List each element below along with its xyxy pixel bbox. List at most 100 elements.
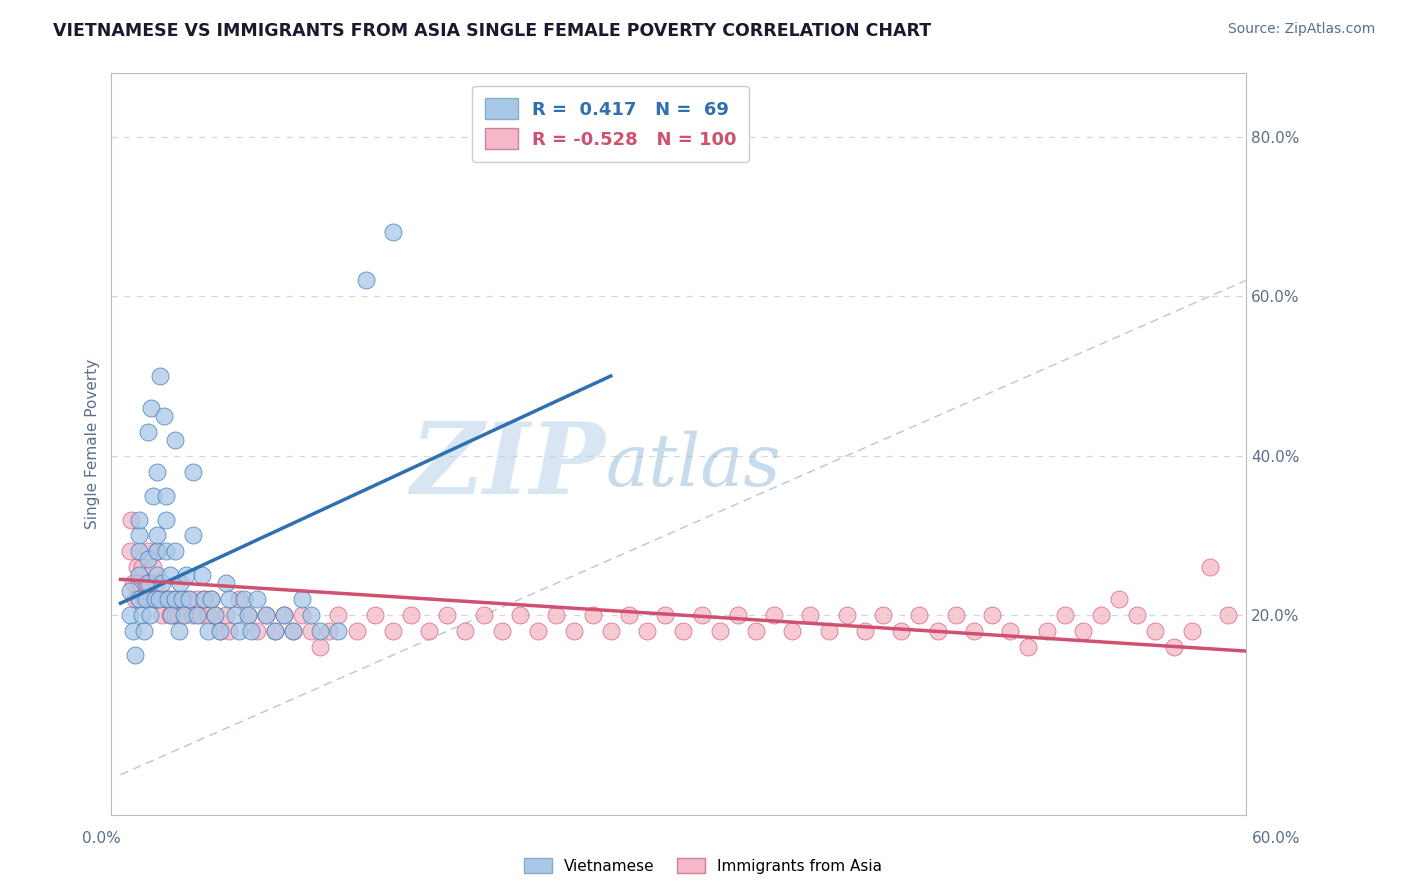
Point: [128, 592, 150, 607]
Point: [782, 624, 804, 639]
Point: [118, 608, 141, 623]
Point: [472, 608, 495, 623]
Point: [173, 608, 195, 623]
Point: [945, 608, 967, 623]
Point: [120, 512, 142, 526]
Point: [159, 568, 181, 582]
Point: [181, 528, 204, 542]
Point: [799, 608, 821, 623]
Point: [163, 544, 186, 558]
Point: [148, 592, 170, 607]
Point: [156, 592, 179, 607]
Point: [1053, 608, 1076, 623]
Point: [204, 608, 226, 623]
Point: [174, 568, 197, 582]
Point: [328, 608, 350, 623]
Point: [124, 592, 146, 607]
Point: [155, 512, 177, 526]
Legend: Vietnamese, Immigrants from Asia: Vietnamese, Immigrants from Asia: [517, 852, 889, 880]
Point: [318, 624, 340, 639]
Point: [136, 552, 159, 566]
Point: [122, 576, 145, 591]
Point: [209, 624, 232, 639]
Point: [218, 624, 240, 639]
Point: [124, 648, 146, 662]
Point: [233, 592, 256, 607]
Point: [1090, 608, 1112, 623]
Point: [1108, 592, 1130, 607]
Point: [181, 608, 204, 623]
Text: 60.0%: 60.0%: [1253, 831, 1301, 847]
Point: [146, 544, 169, 558]
Point: [160, 592, 183, 607]
Point: [128, 568, 150, 582]
Point: [872, 608, 894, 623]
Point: [136, 425, 159, 439]
Point: [131, 560, 153, 574]
Point: [1216, 608, 1239, 623]
Point: [200, 592, 222, 607]
Point: [141, 401, 163, 415]
Point: [1035, 624, 1057, 639]
Point: [291, 608, 314, 623]
Point: [273, 608, 295, 623]
Point: [1163, 640, 1185, 654]
Point: [167, 624, 190, 639]
Legend: R =  0.417   N =  69, R = -0.528   N = 100: R = 0.417 N = 69, R = -0.528 N = 100: [472, 86, 749, 161]
Point: [491, 624, 513, 639]
Point: [163, 608, 186, 623]
Point: [599, 624, 621, 639]
Point: [150, 608, 173, 623]
Point: [128, 528, 150, 542]
Text: VIETNAMESE VS IMMIGRANTS FROM ASIA SINGLE FEMALE POVERTY CORRELATION CHART: VIETNAMESE VS IMMIGRANTS FROM ASIA SINGL…: [53, 22, 932, 40]
Point: [163, 592, 186, 607]
Point: [853, 624, 876, 639]
Point: [1126, 608, 1149, 623]
Point: [218, 592, 240, 607]
Point: [197, 608, 219, 623]
Point: [381, 226, 404, 240]
Point: [155, 544, 177, 558]
Point: [254, 608, 277, 623]
Point: [309, 624, 332, 639]
Point: [153, 409, 176, 423]
Point: [142, 489, 165, 503]
Point: [200, 592, 222, 607]
Point: [998, 624, 1021, 639]
Point: [125, 560, 148, 574]
Point: [927, 624, 949, 639]
Point: [281, 624, 304, 639]
Point: [191, 568, 214, 582]
Point: [131, 608, 153, 623]
Point: [328, 624, 350, 639]
Point: [132, 624, 155, 639]
Point: [654, 608, 676, 623]
Point: [240, 624, 263, 639]
Point: [309, 640, 332, 654]
Point: [291, 592, 314, 607]
Point: [228, 592, 250, 607]
Point: [142, 560, 165, 574]
Point: [155, 592, 177, 607]
Point: [263, 624, 285, 639]
Point: [246, 592, 269, 607]
Point: [159, 608, 181, 623]
Point: [186, 592, 208, 607]
Point: [135, 592, 157, 607]
Point: [1071, 624, 1094, 639]
Point: [581, 608, 603, 623]
Point: [354, 273, 377, 287]
Point: [363, 608, 385, 623]
Point: [146, 465, 169, 479]
Point: [381, 624, 404, 639]
Point: [399, 608, 422, 623]
Point: [981, 608, 1004, 623]
Point: [128, 512, 150, 526]
Point: [215, 608, 238, 623]
Point: [176, 592, 198, 607]
Point: [346, 624, 368, 639]
Point: [193, 592, 215, 607]
Point: [138, 576, 160, 591]
Point: [1144, 624, 1167, 639]
Text: ZIP: ZIP: [411, 417, 605, 515]
